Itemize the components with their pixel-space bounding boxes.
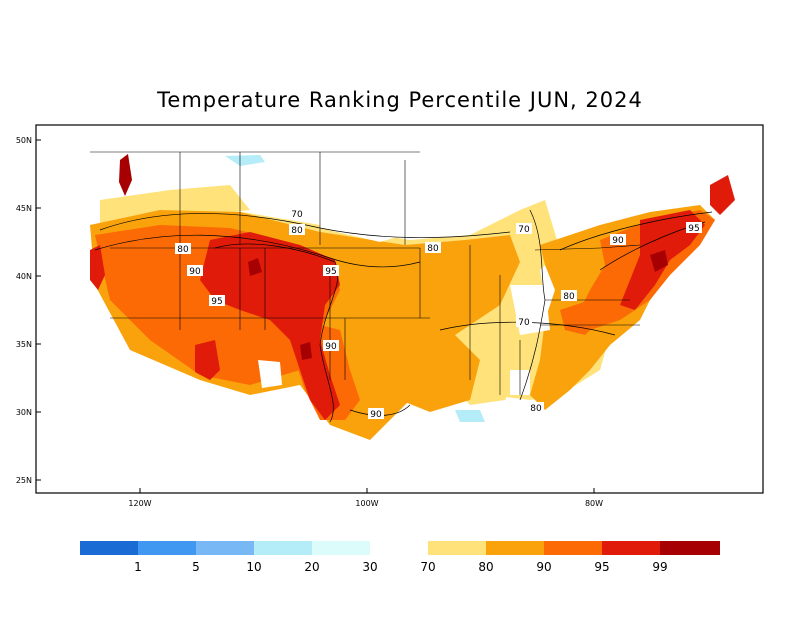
lon-tick-label: 120W xyxy=(128,499,151,508)
legend-swatch xyxy=(486,541,544,555)
contour-label: 70 xyxy=(291,210,303,220)
region-99-west-texas xyxy=(300,342,312,360)
region-cold-gulf-coast xyxy=(455,410,485,422)
contour-label: 90 xyxy=(370,410,382,420)
contour-lines xyxy=(94,209,713,423)
legend-swatch xyxy=(602,541,660,555)
legend-label: 1 xyxy=(134,560,142,574)
lon-tick-label: 80W xyxy=(585,499,603,508)
contour-labels: 70 80 80 90 95 95 90 90 80 70 70 80 90 9… xyxy=(175,208,702,420)
contour-label: 90 xyxy=(189,267,201,277)
legend-swatch xyxy=(80,541,138,555)
state-boundaries xyxy=(90,151,641,395)
map-title: Temperature Ranking Percentile JUN, 2024 xyxy=(157,88,643,112)
contour-label: 90 xyxy=(612,236,624,246)
lat-tick-label: 35N xyxy=(16,340,32,349)
lat-tick-label: 45N xyxy=(16,204,32,213)
contour-label: 70 xyxy=(518,318,530,328)
contour-label: 95 xyxy=(325,267,336,277)
map-frame xyxy=(35,124,764,494)
region-white-nevada xyxy=(258,360,282,388)
region-99-mid-atlantic xyxy=(650,250,668,272)
map-fill-layer xyxy=(90,151,735,470)
region-99-pacific-nw xyxy=(119,154,132,196)
legend-swatch xyxy=(254,541,312,555)
region-white-northern-plains xyxy=(320,158,420,242)
legend-swatch xyxy=(196,541,254,555)
legend-swatch xyxy=(138,541,196,555)
region-cold-northern-plains xyxy=(225,155,265,166)
legend-swatch xyxy=(428,541,486,555)
lat-tick-label: 30N xyxy=(16,408,32,417)
lat-tick-label: 25N xyxy=(16,476,32,485)
legend-label: 90 xyxy=(536,560,551,574)
contour-label: 90 xyxy=(325,342,337,352)
lat-tick-label: 50N xyxy=(16,136,32,145)
region-95-rockies xyxy=(200,232,340,420)
legend: 1 5 10 20 30 70 80 90 95 99 xyxy=(80,541,720,574)
region-95-maine xyxy=(710,175,735,215)
legend-swatch xyxy=(544,541,602,555)
legend-label: 99 xyxy=(652,560,667,574)
region-80-gulf xyxy=(400,330,480,412)
contour-label: 95 xyxy=(688,224,699,234)
longitude-axis: 120W 100W 80W xyxy=(128,488,603,508)
lat-tick-label: 40N xyxy=(16,272,32,281)
region-99-montana xyxy=(248,258,262,276)
contour-label: 80 xyxy=(291,226,303,236)
region-95-west-coast xyxy=(90,245,105,290)
legend-label: 70 xyxy=(420,560,435,574)
legend-label: 20 xyxy=(304,560,319,574)
contour-label: 80 xyxy=(177,245,189,255)
legend-label: 5 xyxy=(192,560,200,574)
legend-label: 10 xyxy=(246,560,261,574)
contour-label: 80 xyxy=(563,292,575,302)
contour-label: 70 xyxy=(518,225,530,235)
legend-label: 30 xyxy=(362,560,377,574)
latitude-axis: 50N 45N 40N 35N 30N 25N xyxy=(16,136,41,485)
lon-tick-label: 100W xyxy=(355,499,378,508)
legend-swatch xyxy=(660,541,720,555)
legend-label: 80 xyxy=(478,560,493,574)
legend-swatch xyxy=(312,541,370,555)
contour-label: 80 xyxy=(530,404,542,414)
legend-label: 95 xyxy=(594,560,609,574)
contour-label: 95 xyxy=(211,297,222,307)
contour-label: 80 xyxy=(427,244,439,254)
region-95-southwest-pocket xyxy=(195,340,220,380)
